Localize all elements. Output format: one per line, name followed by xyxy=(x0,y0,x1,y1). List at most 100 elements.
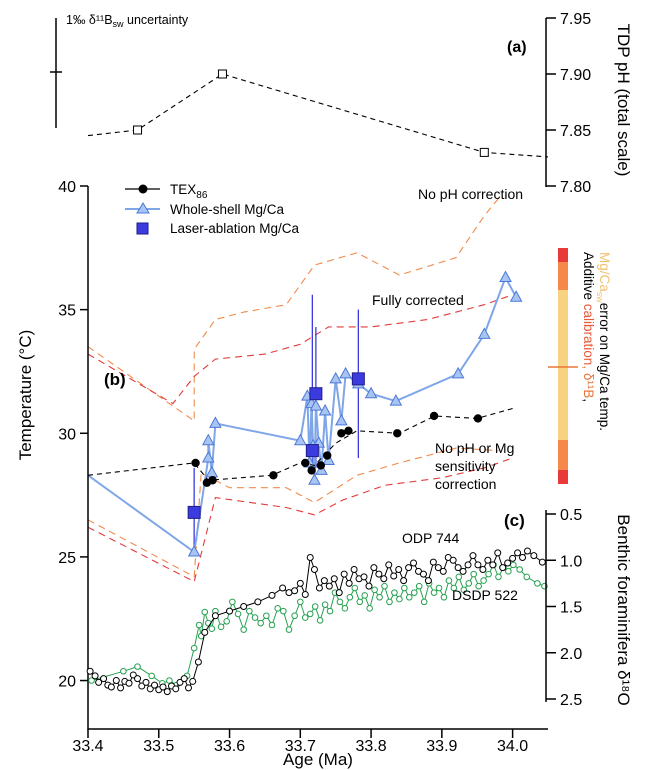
odp744-point xyxy=(424,577,432,585)
odp744-point xyxy=(310,566,318,573)
laser-point xyxy=(187,505,201,519)
tex86-point xyxy=(208,476,217,485)
odp744-point xyxy=(345,579,353,587)
dsdp522-point xyxy=(410,589,418,596)
ph-point xyxy=(133,125,143,135)
odp744-point xyxy=(429,558,437,566)
dsdp522-point xyxy=(148,672,155,680)
dsdp522-point xyxy=(351,584,359,592)
odp744-point xyxy=(107,683,115,691)
dsdp522-point xyxy=(251,614,259,621)
dsdp522-point xyxy=(450,584,458,592)
dsdp522-point xyxy=(376,593,383,601)
odp744-point xyxy=(129,671,137,679)
odp744-point xyxy=(268,591,276,599)
odp744-point xyxy=(112,677,120,684)
odp744-point xyxy=(86,667,94,675)
odp744-point xyxy=(469,552,477,560)
dsdp522-point xyxy=(120,667,127,675)
ph-tick-label: 7.95 xyxy=(560,11,591,28)
temp-tick-label: 30 xyxy=(58,426,76,443)
odp744-point xyxy=(360,573,368,581)
odp744-point xyxy=(320,577,328,585)
dsdp522-point xyxy=(246,607,253,615)
whole-shell-line xyxy=(87,275,518,554)
odp744-point xyxy=(254,598,262,606)
dsdp522-point xyxy=(336,598,344,606)
whole-shell-point xyxy=(201,433,215,446)
error-bar-legend: Additive calibration, δ¹¹B, Mg/Caswerror… xyxy=(548,248,612,484)
dsdp522-point xyxy=(285,626,293,633)
dsdp522-point xyxy=(435,584,443,592)
temp-tick-label: 35 xyxy=(58,303,76,320)
odp744-point xyxy=(523,547,531,555)
odp744-point xyxy=(201,628,209,636)
uncertainty-label: 1‰ δ¹¹Bsw uncertainty xyxy=(66,13,189,29)
dsdp522-point xyxy=(346,593,354,601)
whole-shell-point xyxy=(293,433,307,446)
temp-tick-label: 25 xyxy=(58,550,76,567)
panel-b-label: (b) xyxy=(104,370,126,389)
odp744-point xyxy=(410,559,418,567)
odp744-point xyxy=(400,577,408,585)
whole-shell-point xyxy=(309,399,323,411)
whole-shell-point xyxy=(201,450,215,463)
dsdp522-point xyxy=(195,621,203,629)
annotation-no-ph-mg-line1: No pH or Mg xyxy=(435,440,514,456)
dsdp522-point xyxy=(516,566,523,573)
ph-tick-label: 7.85 xyxy=(560,123,591,140)
odp744-point xyxy=(479,566,487,573)
legend: TEX86 Whole-shell Mg/Ca Laser-ablation M… xyxy=(125,182,300,236)
ph-point xyxy=(479,147,489,157)
dsdp522-point xyxy=(257,619,264,627)
panel-b-ylabel: Temperature (°C) xyxy=(16,330,35,461)
dsdp522-point xyxy=(291,612,298,620)
odp744-point xyxy=(194,658,202,666)
legend-item-whole-shell: Whole-shell Mg/Ca xyxy=(125,202,285,217)
panel-a-ylabel: TDP pH (total scale) xyxy=(614,24,633,177)
odp744-point xyxy=(296,579,304,587)
odp744-point xyxy=(226,607,234,615)
whole-shell-point xyxy=(389,394,403,406)
tex86-point xyxy=(307,466,316,475)
odp744-point xyxy=(484,556,492,564)
odp744-point xyxy=(350,566,358,573)
svg-text:Laser-ablation Mg/Ca: Laser-ablation Mg/Ca xyxy=(170,221,300,236)
odp744-point xyxy=(489,561,497,569)
tex86-point xyxy=(429,411,439,421)
whole-shell-point xyxy=(451,366,465,379)
whole-shell-point xyxy=(329,371,343,384)
ph-point xyxy=(217,69,227,79)
dsdp522-point xyxy=(356,598,364,606)
dsdp522-point xyxy=(534,580,541,587)
dsdp522-point xyxy=(465,580,473,587)
dsdp522-point xyxy=(217,623,225,631)
odp744-point xyxy=(100,675,108,683)
dsdp522-point xyxy=(301,614,309,621)
dsdp522-point xyxy=(321,601,329,608)
tex86-point xyxy=(393,429,402,438)
whole-shell-point xyxy=(205,465,219,478)
whole-shell-point xyxy=(499,270,512,282)
annotation-no-ph-mg-line3: correction xyxy=(435,476,496,492)
panel-a-label: (a) xyxy=(507,39,527,56)
annotation-no-ph-mg-line2: sensitivity xyxy=(435,458,496,474)
odp744-point xyxy=(134,675,142,683)
dsdp522-point xyxy=(326,607,334,615)
odp744-point xyxy=(504,559,512,567)
odp744-point xyxy=(494,549,502,557)
panel-c-label: (c) xyxy=(504,511,525,530)
odp744-point xyxy=(464,561,472,569)
odp744-point xyxy=(449,556,457,564)
dsdp522-point xyxy=(240,626,247,633)
dsdp522-point xyxy=(460,586,468,594)
age-tick-label: 33.7 xyxy=(285,738,316,755)
odp744-point xyxy=(499,564,507,572)
svg-text:Whole-shell Mg/Ca: Whole-shell Mg/Ca xyxy=(170,202,285,217)
dsdp522-point xyxy=(396,595,403,603)
laser-point xyxy=(305,444,319,458)
dsdp522-point xyxy=(386,598,393,606)
dsdp522-point xyxy=(480,577,487,584)
legend-item-laser: Laser-ablation Mg/Ca xyxy=(136,221,300,236)
whole-shell-point xyxy=(335,413,348,426)
